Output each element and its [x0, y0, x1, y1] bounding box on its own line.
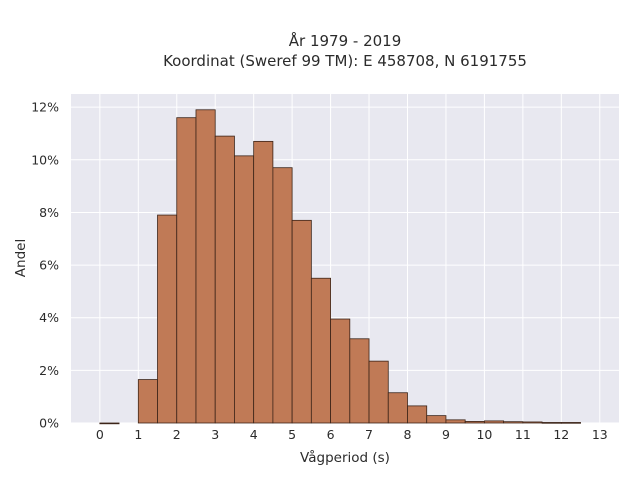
x-tick-label: 12: [553, 427, 569, 442]
y-axis-ticks: 0% 2% 4% 6% 8% 10% 12%: [31, 100, 59, 431]
histogram-bar: [310, 277, 331, 424]
x-tick-label: 9: [442, 427, 450, 442]
histogram-bar: [541, 422, 562, 424]
histogram-bar: [253, 140, 274, 424]
x-axis-ticks: 0 1 2 3 4 5 6 7 8 9 10 11 12 13: [96, 427, 608, 442]
histogram-bar: [157, 214, 178, 424]
histogram-bar: [387, 392, 408, 424]
x-tick-label: 0: [96, 427, 104, 442]
histogram-bar: [407, 405, 428, 424]
x-tick-label: 13: [592, 427, 608, 442]
chart-subtitle: Koordinat (Sweref 99 TM): E 458708, N 61…: [163, 52, 527, 70]
histogram-bar: [214, 135, 235, 424]
histogram-bar: [560, 422, 581, 424]
x-tick-label: 2: [173, 427, 181, 442]
y-axis-label: Andel: [13, 239, 29, 277]
histogram-bar: [349, 338, 370, 424]
y-tick-label: 6%: [39, 258, 59, 273]
chart-title: År 1979 - 2019: [289, 31, 402, 50]
histogram-bar: [368, 360, 389, 424]
histogram-bar: [330, 318, 351, 424]
histogram-bar: [464, 421, 485, 424]
histogram-bar: [137, 379, 158, 424]
x-tick-label: 1: [134, 427, 142, 442]
histogram-bars: [99, 109, 581, 425]
y-tick-label: 12%: [31, 100, 59, 115]
histogram-bar: [503, 421, 524, 424]
x-tick-label: 7: [365, 427, 373, 442]
histogram-bar: [272, 167, 293, 424]
x-tick-label: 8: [404, 427, 412, 442]
histogram-bar: [99, 422, 120, 425]
x-tick-label: 10: [476, 427, 492, 442]
histogram-bar: [195, 109, 216, 424]
y-tick-label: 0%: [39, 416, 59, 431]
y-tick-label: 8%: [39, 205, 59, 220]
histogram-bar: [426, 415, 447, 424]
histogram-bar: [522, 421, 543, 424]
x-tick-label: 11: [515, 427, 531, 442]
y-tick-label: 2%: [39, 363, 59, 378]
x-tick-label: 4: [250, 427, 258, 442]
x-tick-label: 6: [327, 427, 335, 442]
histogram-bar: [234, 155, 255, 424]
y-tick-label: 10%: [31, 152, 59, 167]
x-tick-label: 3: [211, 427, 219, 442]
histogram-bar: [176, 117, 197, 424]
histogram-bar: [445, 419, 466, 424]
histogram-bar: [484, 420, 505, 424]
x-tick-label: 5: [288, 427, 296, 442]
y-tick-label: 4%: [39, 310, 59, 325]
x-axis-label: Vågperiod (s): [300, 449, 390, 466]
histogram-bar: [291, 219, 312, 424]
